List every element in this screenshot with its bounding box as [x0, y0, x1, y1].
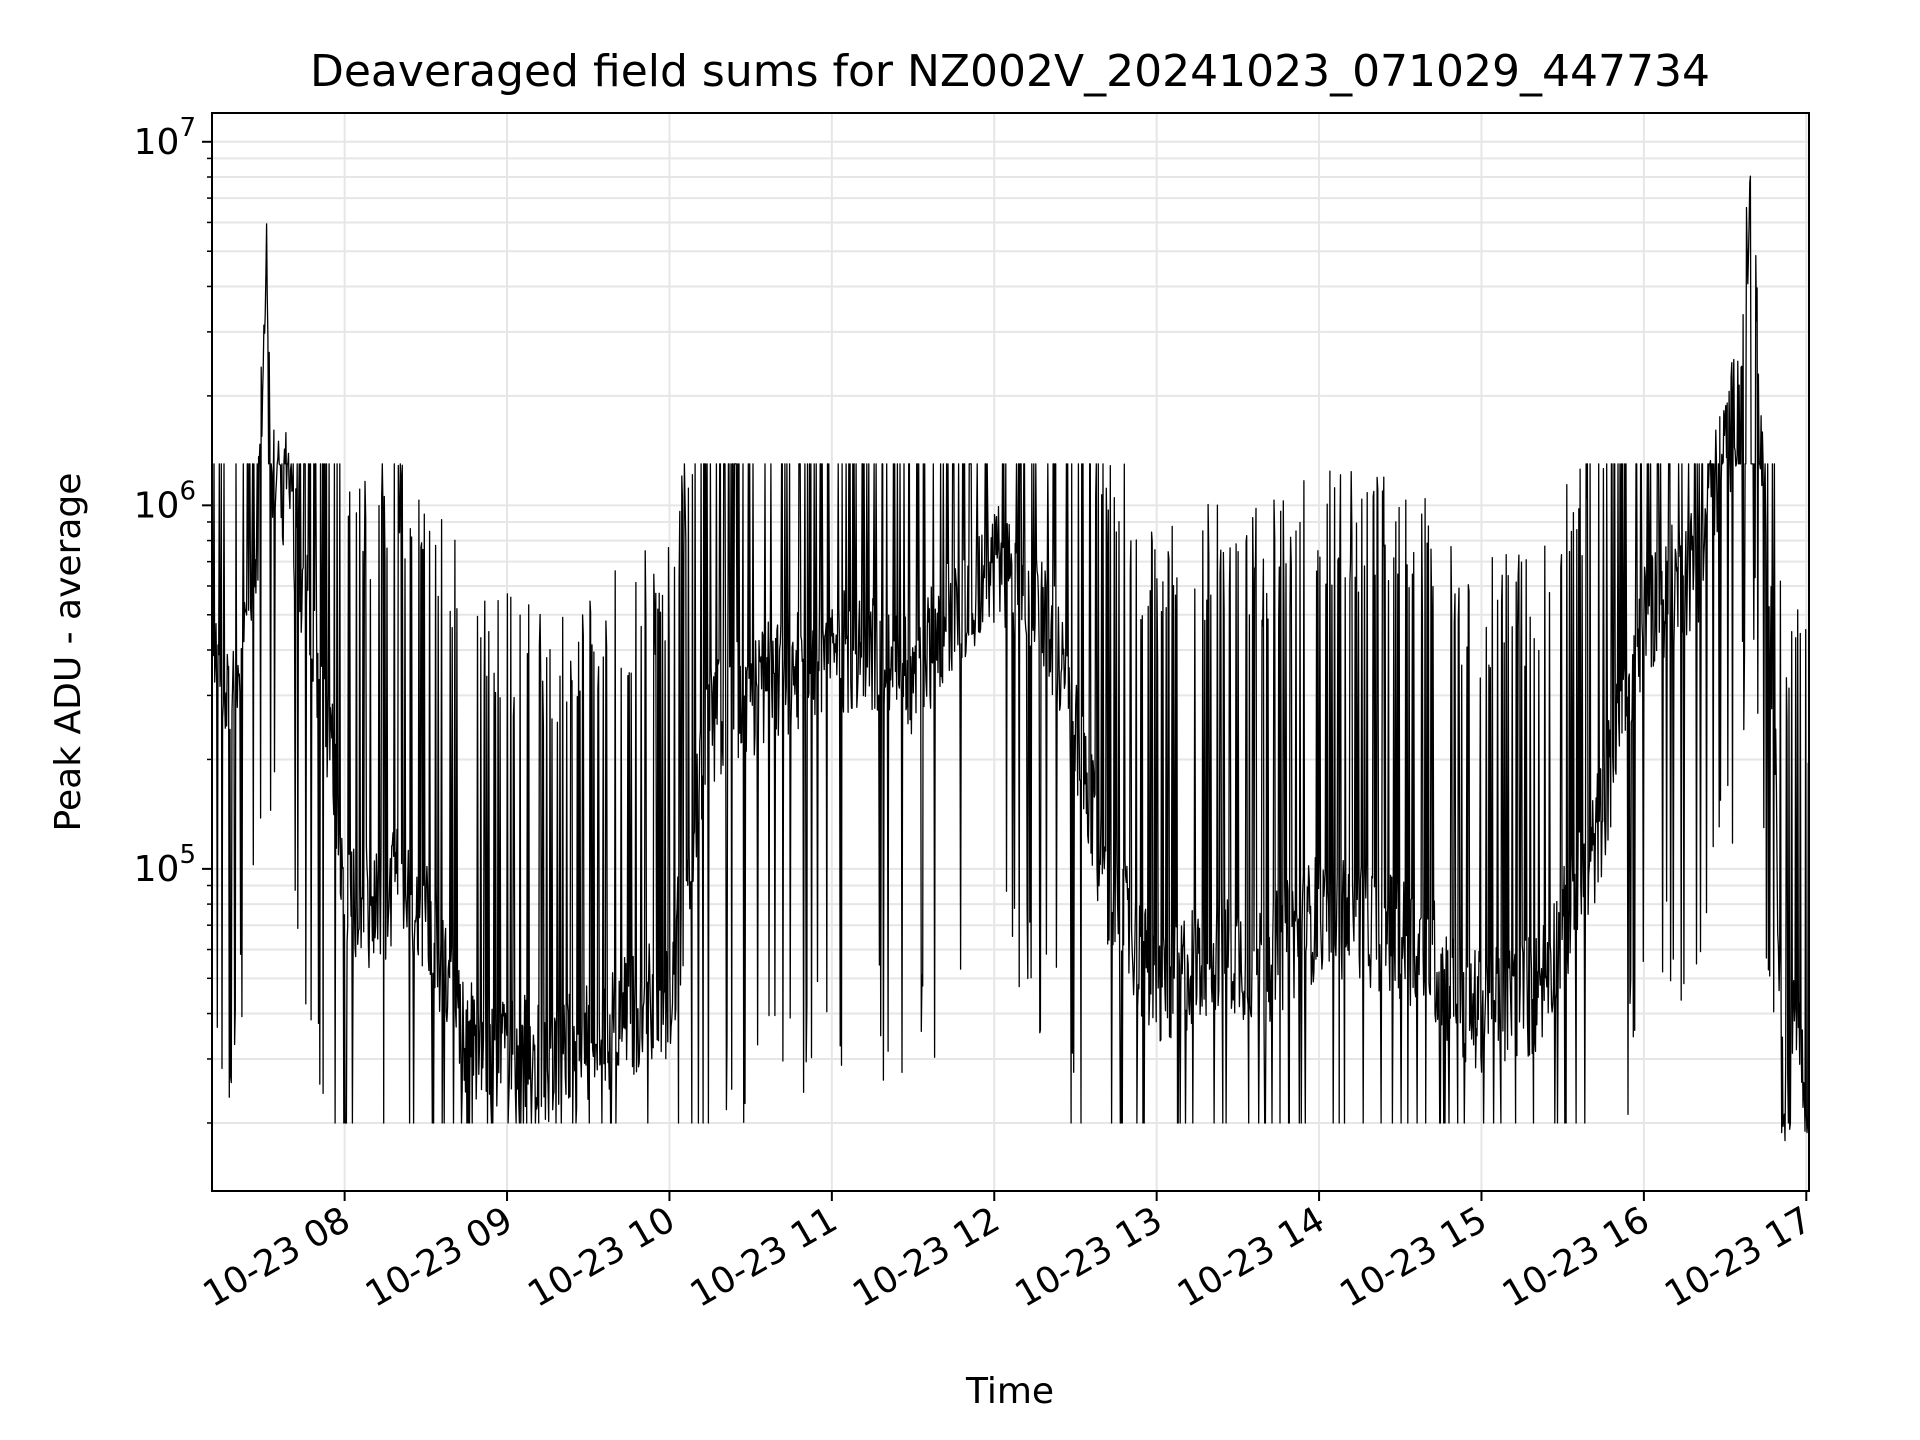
chart-title: Deaveraged field sums for NZ002V_2024102…	[310, 46, 1710, 97]
y-tick-label: 106	[134, 476, 196, 526]
y-tick-label: 107	[134, 113, 196, 163]
x-axis-label: Time	[965, 1371, 1054, 1412]
y-axis: 105 106 107	[134, 113, 212, 1124]
y-axis-label: Peak ADU - average	[48, 473, 89, 832]
series-layer	[211, 175, 1810, 1142]
y-tick-label: 105	[134, 840, 196, 890]
series-line	[211, 175, 1810, 1142]
plot-frame	[211, 112, 1810, 1192]
